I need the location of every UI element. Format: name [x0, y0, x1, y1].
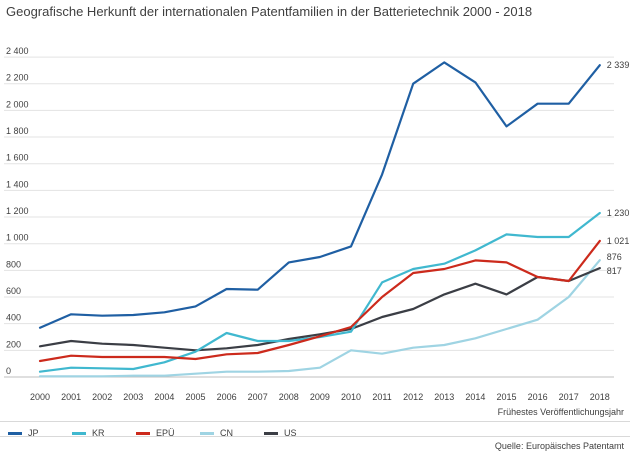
y-tick-label: 0: [6, 366, 11, 376]
x-tick-label: 2014: [465, 392, 485, 402]
y-tick-label: 1 600: [6, 153, 29, 163]
legend-swatch: [200, 431, 214, 435]
x-tick-label: 2003: [123, 392, 143, 402]
x-tick-label: 2013: [434, 392, 454, 402]
source-divider: [0, 436, 630, 437]
series-line-epü: [38, 239, 601, 363]
legend-item: EPÜ: [136, 428, 200, 438]
y-tick-label: 1 000: [6, 233, 29, 243]
x-tick-label: 2000: [30, 392, 50, 402]
series-line-jp: [38, 61, 601, 329]
legend-label: KR: [92, 428, 105, 438]
x-tick-label: 2017: [559, 392, 579, 402]
x-tick-label: 2001: [61, 392, 81, 402]
legend-item: US: [264, 428, 328, 438]
x-axis-label: Frühestes Veröffentlichungsjahr: [497, 407, 624, 417]
y-tick-label: 200: [6, 339, 21, 349]
x-tick-label: 2005: [185, 392, 205, 402]
source-note: Quelle: Europäisches Patentamt: [494, 441, 624, 451]
x-tick-label: 2015: [496, 392, 516, 402]
y-tick-label: 2 200: [6, 73, 29, 83]
x-tick-label: 2008: [279, 392, 299, 402]
y-tick-label: 2 000: [6, 99, 29, 109]
x-tick-label: 2002: [92, 392, 112, 402]
y-tick-label: 1 400: [6, 179, 29, 189]
legend-swatch: [264, 431, 278, 435]
legend-item: JP: [8, 428, 72, 438]
x-tick-label: 2010: [341, 392, 361, 402]
legend-label: US: [284, 428, 297, 438]
x-tick-label: 2012: [403, 392, 423, 402]
y-tick-label: 400: [6, 313, 21, 323]
y-tick-label: 1 200: [6, 206, 29, 216]
legend-swatch: [8, 431, 22, 435]
legend-swatch: [136, 431, 150, 435]
end-value-label: 2 339: [607, 60, 630, 70]
legend-label: JP: [28, 428, 39, 438]
legend-swatch: [72, 431, 86, 435]
x-tick-label: 2004: [154, 392, 174, 402]
legend-label: CN: [220, 428, 233, 438]
end-value-label: 1 021: [607, 236, 630, 246]
legend-item: KR: [72, 428, 136, 438]
end-value-label: 876: [607, 252, 622, 262]
x-tick-label: 2007: [248, 392, 268, 402]
y-tick-label: 1 800: [6, 126, 29, 136]
series-line-kr: [38, 211, 601, 373]
end-value-label: 817: [607, 266, 622, 276]
legend: JP KR EPÜ CN US: [8, 428, 328, 438]
legend-item: CN: [200, 428, 264, 438]
series-line-us: [38, 267, 601, 352]
x-tick-label: 2018: [590, 392, 610, 402]
chart-title: Geografische Herkunft der internationale…: [6, 4, 533, 19]
y-tick-label: 2 400: [6, 46, 29, 56]
series-line-cn: [38, 259, 601, 378]
y-tick-label: 800: [6, 259, 21, 269]
y-tick-label: 600: [6, 286, 21, 296]
end-value-label: 1 230: [607, 208, 630, 218]
legend-divider: [0, 421, 630, 422]
x-tick-label: 2016: [528, 392, 548, 402]
x-tick-label: 2011: [372, 392, 391, 402]
x-tick-label: 2009: [310, 392, 330, 402]
x-tick-label: 2006: [217, 392, 237, 402]
legend-label: EPÜ: [156, 428, 175, 438]
